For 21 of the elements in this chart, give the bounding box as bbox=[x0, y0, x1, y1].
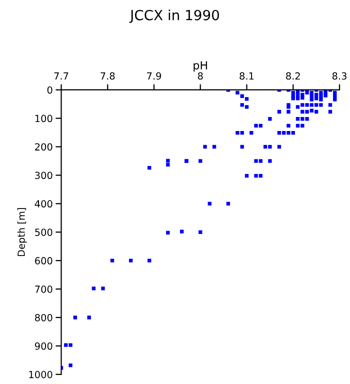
x-tick-label: 7.7 bbox=[54, 72, 68, 80]
x-tick-label: 8.1 bbox=[240, 72, 254, 80]
x-tick-label: 8.3 bbox=[332, 72, 346, 80]
y-axis-title: Depth [m] bbox=[17, 208, 27, 256]
x-tick-label: 7.9 bbox=[147, 72, 162, 80]
x-tick-label: 7.8 bbox=[100, 72, 115, 80]
y-tick-label: 0 bbox=[47, 86, 52, 94]
y-tick-label: 800 bbox=[35, 314, 52, 322]
chart-title: JCCX in 1990 bbox=[129, 10, 219, 23]
y-tick-label: 400 bbox=[34, 200, 52, 208]
y-tick-label: 500 bbox=[35, 228, 52, 236]
y-tick-label: 900 bbox=[34, 342, 52, 350]
x-axis-title: pH bbox=[194, 61, 207, 72]
x-tick-label: 8.2 bbox=[286, 72, 300, 80]
y-tick-label: 300 bbox=[35, 172, 52, 180]
y-tick-label: 200 bbox=[35, 143, 52, 151]
y-tick-label: 100 bbox=[35, 114, 52, 122]
x-tick-label: 8 bbox=[198, 72, 203, 80]
y-tick-label: 700 bbox=[35, 286, 52, 293]
y-tick-label: 1000 bbox=[29, 370, 52, 378]
y-tick-label: 600 bbox=[35, 257, 52, 264]
